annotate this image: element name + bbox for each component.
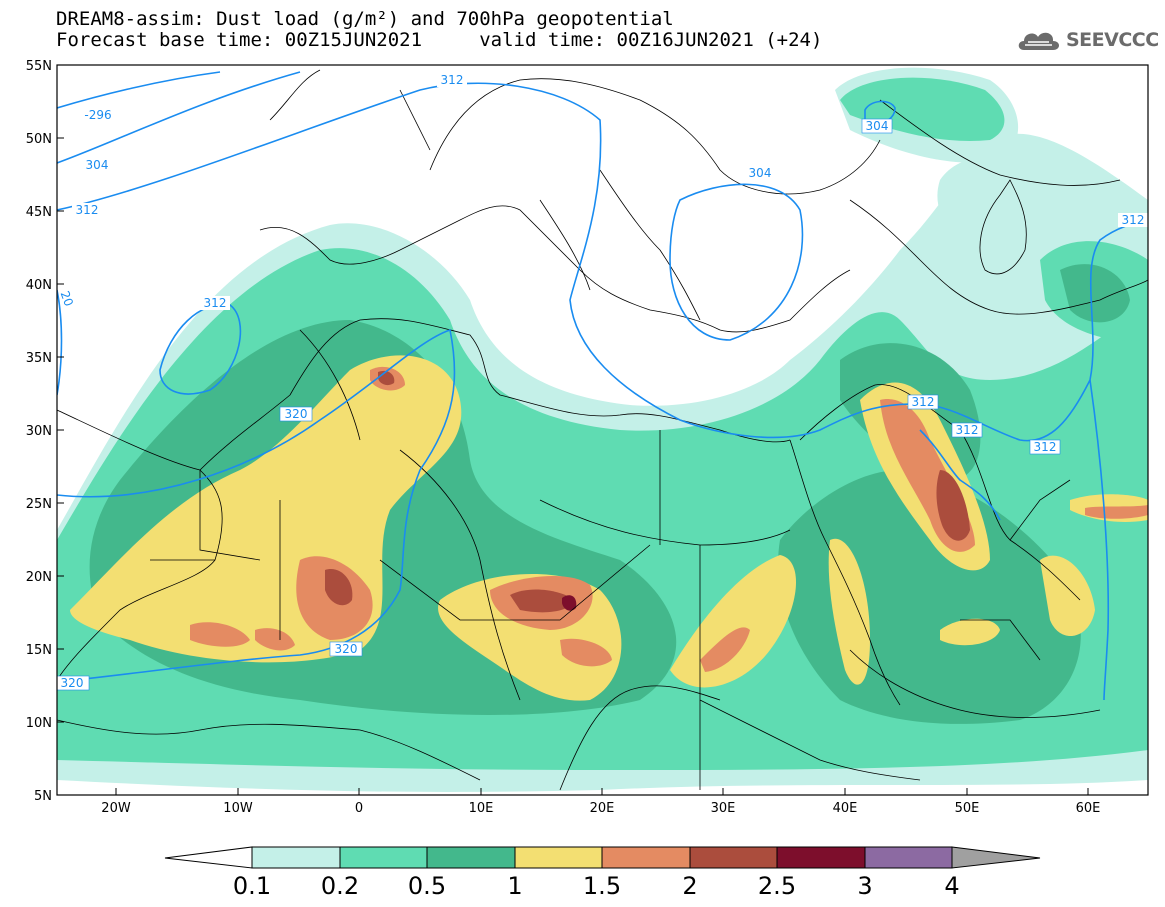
colorbar-label: 2 [682, 872, 698, 900]
dust-field [57, 65, 1148, 795]
lat-label: 50N [26, 132, 52, 147]
colorbar-over-arrow [951, 846, 1041, 869]
contour-label: 312 [956, 423, 979, 437]
contour-label: 304 [86, 158, 109, 172]
colorbar-swatch [339, 846, 428, 869]
forecast-times: Forecast base time: 00Z15JUN2021 valid t… [56, 29, 823, 51]
lon-label: 60E [1076, 801, 1101, 816]
contour-label: 20 [58, 289, 76, 308]
coastlines-borders [57, 69, 1148, 791]
colorbar-label: 3 [857, 872, 873, 900]
lon-label: 0 [355, 801, 363, 816]
colorbar-label: 4 [944, 872, 960, 900]
colorbar-swatch [514, 846, 603, 869]
logo-text: SEEVCCC [1066, 29, 1159, 51]
lat-label: 45N [26, 205, 52, 220]
contour-label: 312 [1122, 213, 1145, 227]
map-title: DREAM8-assim: Dust load (g/m²) and 700hP… [56, 8, 674, 30]
contour-label: 312 [76, 203, 99, 217]
contour-label: 304 [866, 119, 889, 133]
lat-label: 25N [26, 497, 52, 512]
lat-label: 20N [26, 570, 52, 585]
latitude-labels: 55N 50N 45N 40N 35N 30N 25N 20N 15N 10N … [26, 59, 52, 804]
lon-label: 50E [955, 801, 980, 816]
contour-label: 320 [285, 407, 308, 421]
cloud-icon [1018, 32, 1059, 50]
lon-label: 30E [711, 801, 736, 816]
lat-label: 5N [34, 789, 52, 804]
colorbar-swatch [864, 846, 953, 869]
contour-label: 312 [912, 395, 935, 409]
colorbar-swatch [776, 846, 866, 869]
colorbar-label: 1 [507, 872, 523, 900]
colorbar-label: 0.5 [407, 872, 447, 900]
lon-label: 20E [590, 801, 615, 816]
axis-ticks [57, 64, 1089, 795]
contour-label: 312 [441, 73, 464, 87]
colorbar-swatch [601, 846, 691, 869]
contour-label: 312 [1034, 440, 1057, 454]
contour-label: -296 [84, 108, 111, 122]
lat-label: 30N [26, 424, 52, 439]
colorbar-label: 1.5 [582, 872, 622, 900]
lon-label: 40E [833, 801, 858, 816]
contour-label: 304 [749, 166, 772, 180]
contour-labels: -296 304 312 312 312 320 320 320 304 304… [56, 73, 1148, 691]
seevccc-logo: SEEVCCC [1016, 27, 1159, 53]
lon-label: 10W [223, 801, 253, 816]
lat-label: 55N [26, 59, 52, 74]
lon-label: 20W [101, 801, 131, 816]
contour-label: 320 [61, 676, 84, 690]
colorbar-swatch [689, 846, 778, 869]
colorbar-label: 0.2 [320, 872, 360, 900]
contour-label: 312 [204, 296, 227, 310]
lat-label: 35N [26, 351, 52, 366]
lat-label: 40N [26, 278, 52, 293]
longitude-labels: 20W 10W 0 10E 20E 30E 40E 50E 60E [101, 801, 1100, 816]
colorbar-swatch [251, 846, 341, 869]
lat-label: 15N [26, 643, 52, 658]
colorbar-under-arrow [164, 846, 253, 869]
lat-label: 10N [26, 716, 52, 731]
colorbar-swatch [426, 846, 516, 869]
colorbar-label: 2.5 [757, 872, 797, 900]
colorbar [164, 846, 1041, 869]
contour-label: 320 [335, 642, 358, 656]
lon-label: 10E [469, 801, 494, 816]
colorbar-label: 0.1 [232, 872, 272, 900]
